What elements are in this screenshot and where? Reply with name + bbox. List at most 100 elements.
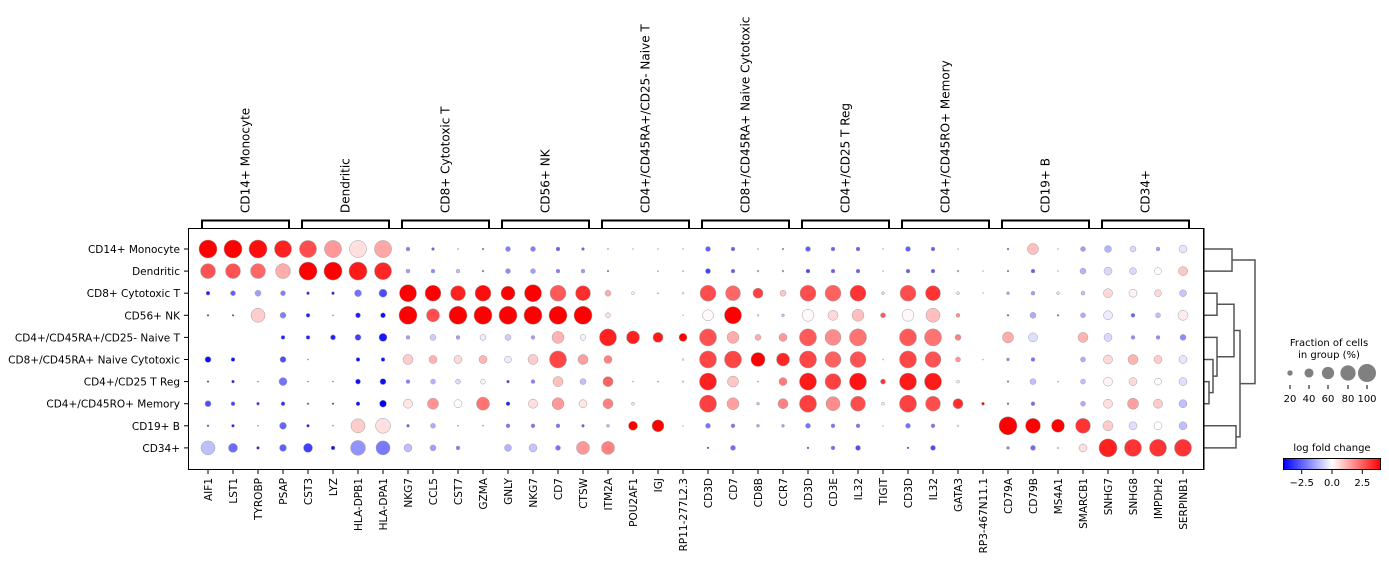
- size-legend-dot: [1358, 364, 1376, 382]
- colorbar: [1283, 458, 1381, 470]
- dot: [824, 373, 842, 390]
- dot: [1177, 310, 1189, 321]
- dot: [924, 351, 942, 368]
- dot: [1154, 377, 1162, 386]
- dot: [1153, 355, 1163, 364]
- dot: [1078, 443, 1088, 453]
- dot: [280, 335, 286, 340]
- dot: [955, 356, 961, 363]
- dot: [549, 284, 567, 302]
- dot: [530, 246, 536, 252]
- gene-label: NKG7: [403, 478, 415, 508]
- gene-label: TIGIT: [878, 477, 890, 506]
- dot: [805, 423, 811, 429]
- dot: [855, 445, 861, 451]
- dot: [579, 378, 587, 385]
- dot: [880, 378, 886, 385]
- dot: [530, 423, 536, 428]
- dot: [1056, 314, 1060, 317]
- dot: [628, 421, 638, 431]
- dots: [198, 239, 1192, 458]
- dot: [198, 239, 218, 259]
- dot: [355, 401, 361, 406]
- dot: [504, 355, 512, 364]
- dot: [505, 401, 511, 406]
- dot: [756, 424, 760, 428]
- gene-label: NKG7: [528, 478, 540, 508]
- gene-group-label: CD8+/CD45RA+ Naive Cytotoxic: [739, 17, 753, 213]
- dot: [350, 440, 366, 456]
- dot: [280, 290, 286, 296]
- dot: [705, 423, 711, 429]
- dot: [682, 314, 684, 317]
- dot: [952, 398, 964, 409]
- dot: [555, 268, 561, 274]
- gene-label: GNLY: [503, 477, 515, 504]
- dot: [581, 247, 585, 251]
- dot: [200, 263, 216, 279]
- dot: [725, 285, 741, 301]
- dot: [1153, 421, 1163, 431]
- size-legend-label: 60: [1322, 394, 1335, 405]
- dot: [429, 334, 437, 341]
- dot: [355, 312, 361, 319]
- gene-label: TYROBP: [253, 478, 265, 521]
- dot: [1006, 314, 1010, 317]
- dot: [924, 328, 942, 347]
- dot: [254, 289, 262, 297]
- dot: [223, 239, 243, 259]
- gene-label: CD7: [728, 478, 740, 500]
- dot: [279, 444, 287, 452]
- dot: [799, 350, 817, 369]
- dot: [824, 351, 842, 368]
- dot: [455, 378, 461, 385]
- dot: [379, 378, 387, 385]
- dot: [706, 446, 710, 450]
- dot: [1128, 421, 1138, 431]
- dot: [957, 248, 959, 250]
- dot: [1056, 446, 1060, 450]
- dot: [681, 380, 685, 383]
- dot: [455, 445, 461, 451]
- dot: [799, 394, 817, 413]
- gene-label: SMARCB1: [1078, 478, 1090, 529]
- gene-label: LST1: [228, 478, 240, 504]
- dot: [299, 240, 317, 258]
- group-label: CD14+ Monocyte: [88, 244, 180, 256]
- dot: [205, 291, 211, 296]
- dot: [781, 269, 785, 273]
- dot: [1154, 289, 1162, 297]
- dot: [332, 380, 334, 383]
- gene-label: SERPINB1: [1178, 478, 1190, 530]
- dot: [206, 314, 210, 317]
- dot: [1127, 397, 1139, 410]
- dot: [1077, 332, 1089, 343]
- dot: [257, 424, 259, 427]
- gene-label: LYZ: [328, 478, 340, 496]
- gene-group-label: CD19+ B: [1039, 158, 1053, 213]
- dot: [1028, 332, 1038, 343]
- dot: [1006, 269, 1010, 273]
- dot: [1075, 418, 1091, 434]
- dot: [323, 261, 343, 281]
- dot: [1103, 288, 1113, 298]
- dot: [657, 248, 659, 250]
- dot: [548, 306, 568, 325]
- dot: [1174, 439, 1192, 457]
- dot: [403, 443, 413, 453]
- dot: [374, 262, 392, 280]
- dot: [204, 356, 212, 363]
- dot: [378, 333, 388, 342]
- dot: [899, 350, 917, 369]
- dot: [601, 441, 615, 455]
- gene-label: POU2AF1: [628, 478, 640, 527]
- group-bracket: [201, 219, 290, 228]
- dot: [1178, 399, 1188, 408]
- dot: [678, 333, 688, 342]
- dot: [899, 284, 917, 302]
- dot: [631, 291, 635, 295]
- dot: [306, 424, 310, 428]
- dot: [457, 424, 459, 427]
- dot: [1178, 244, 1188, 254]
